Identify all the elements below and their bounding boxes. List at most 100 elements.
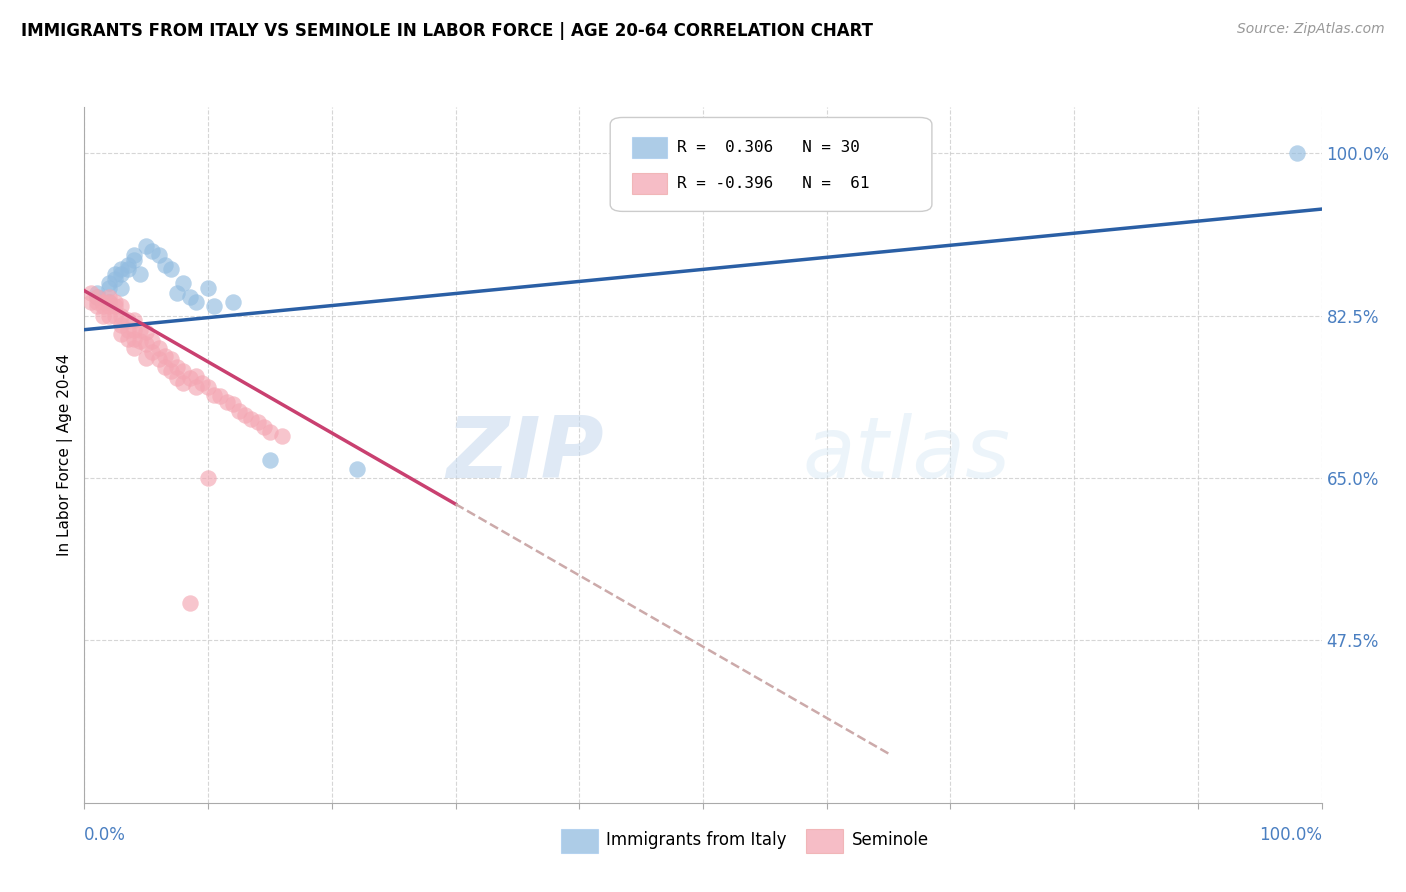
Point (122, 332, 145, 346)
Point (222, 294, 245, 309)
Point (110, 327, 132, 342)
Text: atlas: atlas (801, 413, 1010, 497)
Point (184, 369, 207, 384)
FancyBboxPatch shape (610, 118, 932, 211)
Point (129, 334, 152, 348)
Bar (561, 829, 598, 853)
Point (98, 309, 121, 323)
Point (86, 285, 108, 300)
Point (153, 359, 176, 374)
Point (129, 267, 152, 281)
Point (91, 294, 114, 309)
Point (246, 416, 269, 430)
Text: Source: ZipAtlas.com: Source: ZipAtlas.com (1237, 22, 1385, 37)
Point (148, 352, 170, 367)
Point (135, 325, 157, 339)
Point (122, 313, 145, 327)
Point (104, 309, 127, 323)
Point (110, 267, 132, 281)
Point (197, 380, 219, 394)
Point (172, 376, 194, 391)
Point (148, 341, 170, 355)
Bar (633, 173, 666, 194)
Point (153, 349, 176, 363)
Point (122, 253, 145, 268)
Point (148, 248, 170, 262)
Text: Immigrants from Italy: Immigrants from Italy (606, 831, 787, 849)
Point (91, 300, 114, 314)
Point (122, 341, 145, 355)
Point (110, 281, 132, 295)
Point (233, 408, 256, 422)
Point (122, 248, 145, 262)
Point (1285, 146, 1308, 161)
Point (160, 352, 183, 367)
Point (202, 300, 225, 314)
Point (141, 345, 163, 359)
Point (86, 294, 108, 309)
Point (202, 387, 225, 401)
Point (98, 281, 121, 295)
Point (197, 471, 219, 485)
Point (228, 404, 250, 418)
Point (79, 294, 101, 309)
Point (135, 351, 157, 365)
Point (141, 334, 163, 348)
Point (160, 364, 183, 378)
Point (110, 318, 132, 332)
Point (259, 425, 281, 439)
Point (160, 262, 183, 277)
Point (172, 277, 194, 291)
Point (215, 395, 238, 409)
Point (117, 258, 139, 272)
Point (117, 332, 139, 346)
Point (117, 262, 139, 277)
Point (209, 389, 232, 403)
Point (98, 294, 121, 309)
Point (172, 364, 194, 378)
Text: R =  0.306   N = 30: R = 0.306 N = 30 (678, 140, 860, 155)
Point (153, 258, 176, 272)
Bar (633, 137, 666, 158)
Point (240, 411, 263, 425)
Point (86, 290, 108, 304)
Point (141, 244, 163, 258)
Point (98, 294, 121, 309)
Point (117, 313, 139, 327)
Point (166, 371, 188, 385)
Point (166, 285, 188, 300)
Point (104, 267, 127, 281)
Point (104, 300, 127, 314)
Point (184, 294, 207, 309)
Point (135, 239, 157, 253)
Point (271, 429, 294, 443)
Text: ZIP: ZIP (446, 413, 605, 497)
Point (179, 290, 201, 304)
Point (184, 380, 207, 394)
Point (110, 300, 132, 314)
Point (110, 309, 132, 323)
Point (98, 277, 121, 291)
Point (253, 420, 276, 434)
Point (79, 285, 101, 300)
Point (191, 376, 214, 391)
Point (86, 300, 108, 314)
Point (197, 281, 219, 295)
Point (166, 359, 188, 374)
Point (98, 290, 121, 304)
Point (110, 262, 132, 277)
Point (91, 309, 114, 323)
Point (222, 397, 245, 411)
Point (98, 300, 121, 314)
Point (104, 294, 127, 309)
Point (135, 336, 157, 351)
Point (117, 323, 139, 337)
Text: R = -0.396   N =  61: R = -0.396 N = 61 (678, 176, 869, 191)
Point (179, 596, 201, 610)
Bar (806, 829, 842, 853)
Text: Seminole: Seminole (852, 831, 928, 849)
Point (104, 271, 127, 285)
Text: IMMIGRANTS FROM ITALY VS SEMINOLE IN LABOR FORCE | AGE 20-64 CORRELATION CHART: IMMIGRANTS FROM ITALY VS SEMINOLE IN LAB… (21, 22, 873, 40)
Point (122, 323, 145, 337)
Text: 0.0%: 0.0% (84, 826, 127, 844)
